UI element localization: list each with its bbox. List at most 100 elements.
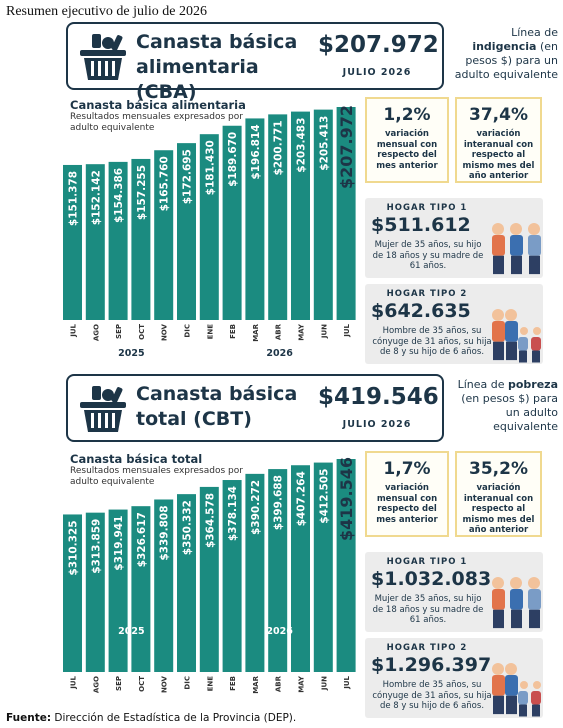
footer-label: Fuente: [6,712,52,724]
x-tick-label: JUL [70,323,78,337]
bar [199,486,219,672]
bar-value-label: $181.430 [204,140,216,195]
x-tick-label: ENE [206,676,214,692]
bar [154,499,174,672]
bar-value-label: $412.505 [318,469,330,524]
x-tick-label: FEB [229,324,237,339]
icon-shape [492,589,505,610]
stat-label: variación interanual con respecto al mis… [462,483,535,535]
bar-chart: $151.378 JUL $152.142 AGO $154.386 SEP $157.25… [63,105,356,359]
icon-shape [511,609,522,629]
chart-subtitle: Resultados mensuales expresados por adul… [70,466,243,487]
x-tick-label: FEB [229,676,237,691]
stat-value: 1,2% [383,105,431,125]
icon-shape [92,386,101,400]
header-note: Línea de pobreza (en pesos $) para un ad… [446,378,558,434]
bar-value-label: $310.325 [68,520,80,575]
icon-shape [510,235,523,256]
stat-card: 37,4% variación interanual con respecto a… [455,97,542,183]
household-title: HOGAR TIPO 1 [386,557,468,567]
x-tick-label: MAY [298,323,306,341]
x-tick-label: NOV [161,675,169,693]
x-tick-label: MAR [252,323,260,341]
bar-value-label: $203.483 [296,118,308,173]
icon-shape [492,223,504,235]
bar-value-label: $313.859 [90,519,102,574]
icon-shape [80,50,126,56]
bar-value-label: $151.378 [68,171,80,226]
bar-value-label: $165.760 [159,156,171,211]
bar-value-label: $196.814 [250,124,262,179]
icon-shape [519,350,527,363]
x-tick-label: MAR [252,675,260,693]
icon-shape [531,337,541,351]
header-note: Línea de indigencia (en pesos $) para un… [446,26,558,82]
icon-shape [529,255,540,275]
household-title: HOGAR TIPO 1 [386,203,468,213]
bar-value-label: $172.695 [182,149,194,204]
icon-shape [533,327,541,335]
x-tick-label: JUL [70,675,78,689]
icon-shape [98,413,101,428]
icon-shape [80,402,126,408]
icon-shape [505,675,518,696]
family-icon [492,309,541,363]
note-bold: indigencia [472,40,537,53]
icon-shape [528,577,540,589]
stat-card: 35,2% variación interanual con respecto a… [455,451,542,537]
x-tick-label: JUL [343,323,351,337]
x-tick-label: JUL [343,675,351,689]
note-text: (en pesos $) para un adulto equivalente [454,40,558,81]
bar [222,480,242,672]
bar [85,164,105,320]
x-tick-label: DIC [184,676,192,690]
footer-text: Dirección de Estadística de la Provincia… [54,712,297,724]
icon-shape [492,235,505,256]
chart-subtitle: Resultados mensuales expresados por adul… [70,112,243,133]
bar-value-label: $207.972 [337,105,356,189]
household-amount: $1.032.083 [371,568,492,590]
bar-value-label: $205.413 [318,116,330,171]
note-bold: pobreza [507,378,558,391]
bar-value-label: $364.578 [204,493,216,548]
bar [268,114,288,320]
stat-label: variación interanual con respecto al mis… [462,129,535,181]
x-tick-label: DIC [184,324,192,338]
chart-title: Canasta básica total [70,452,203,466]
icon-shape [505,309,517,321]
household-amount: $1.296.397 [371,654,492,676]
bar-value-label: $350.332 [182,500,194,555]
icon-shape [492,321,505,342]
bar-value-label: $154.386 [113,168,125,223]
note-text: (en pesos $) para un adulto equivalente [461,392,558,433]
bar-value-label: $339.808 [159,505,171,560]
icon-shape [506,695,517,715]
icon-shape [528,223,540,235]
icon-shape [519,704,527,717]
x-tick-label: JUN [320,324,328,339]
x-tick-label: SEP [115,324,123,339]
x-tick-label: OCT [138,676,146,692]
icon-shape [520,681,528,689]
icon-shape [518,337,528,351]
icon-shape [510,223,522,235]
bar-value-label: $157.255 [136,165,148,220]
bar [63,164,82,320]
bar-value-label: $152.142 [90,170,102,225]
household-description: Mujer de 35 años, su hijo de 18 años y s… [372,594,484,625]
header-period: JULIO 2026 [342,67,412,78]
bar [291,465,310,672]
icon-shape [520,327,528,335]
icon-shape [506,341,517,361]
stat-label: variación mensual con respecto del mes a… [376,129,438,171]
bar [131,158,151,320]
year-label: 2026 [266,348,293,359]
header-amount: $207.972 [318,32,439,58]
header-title: Canasta básica total (CBT) [136,383,298,430]
bar [291,111,310,320]
icon-shape [102,389,114,401]
icon-shape [105,61,108,76]
icon-shape [528,589,541,610]
family-icon [492,577,541,629]
bar [199,134,219,320]
